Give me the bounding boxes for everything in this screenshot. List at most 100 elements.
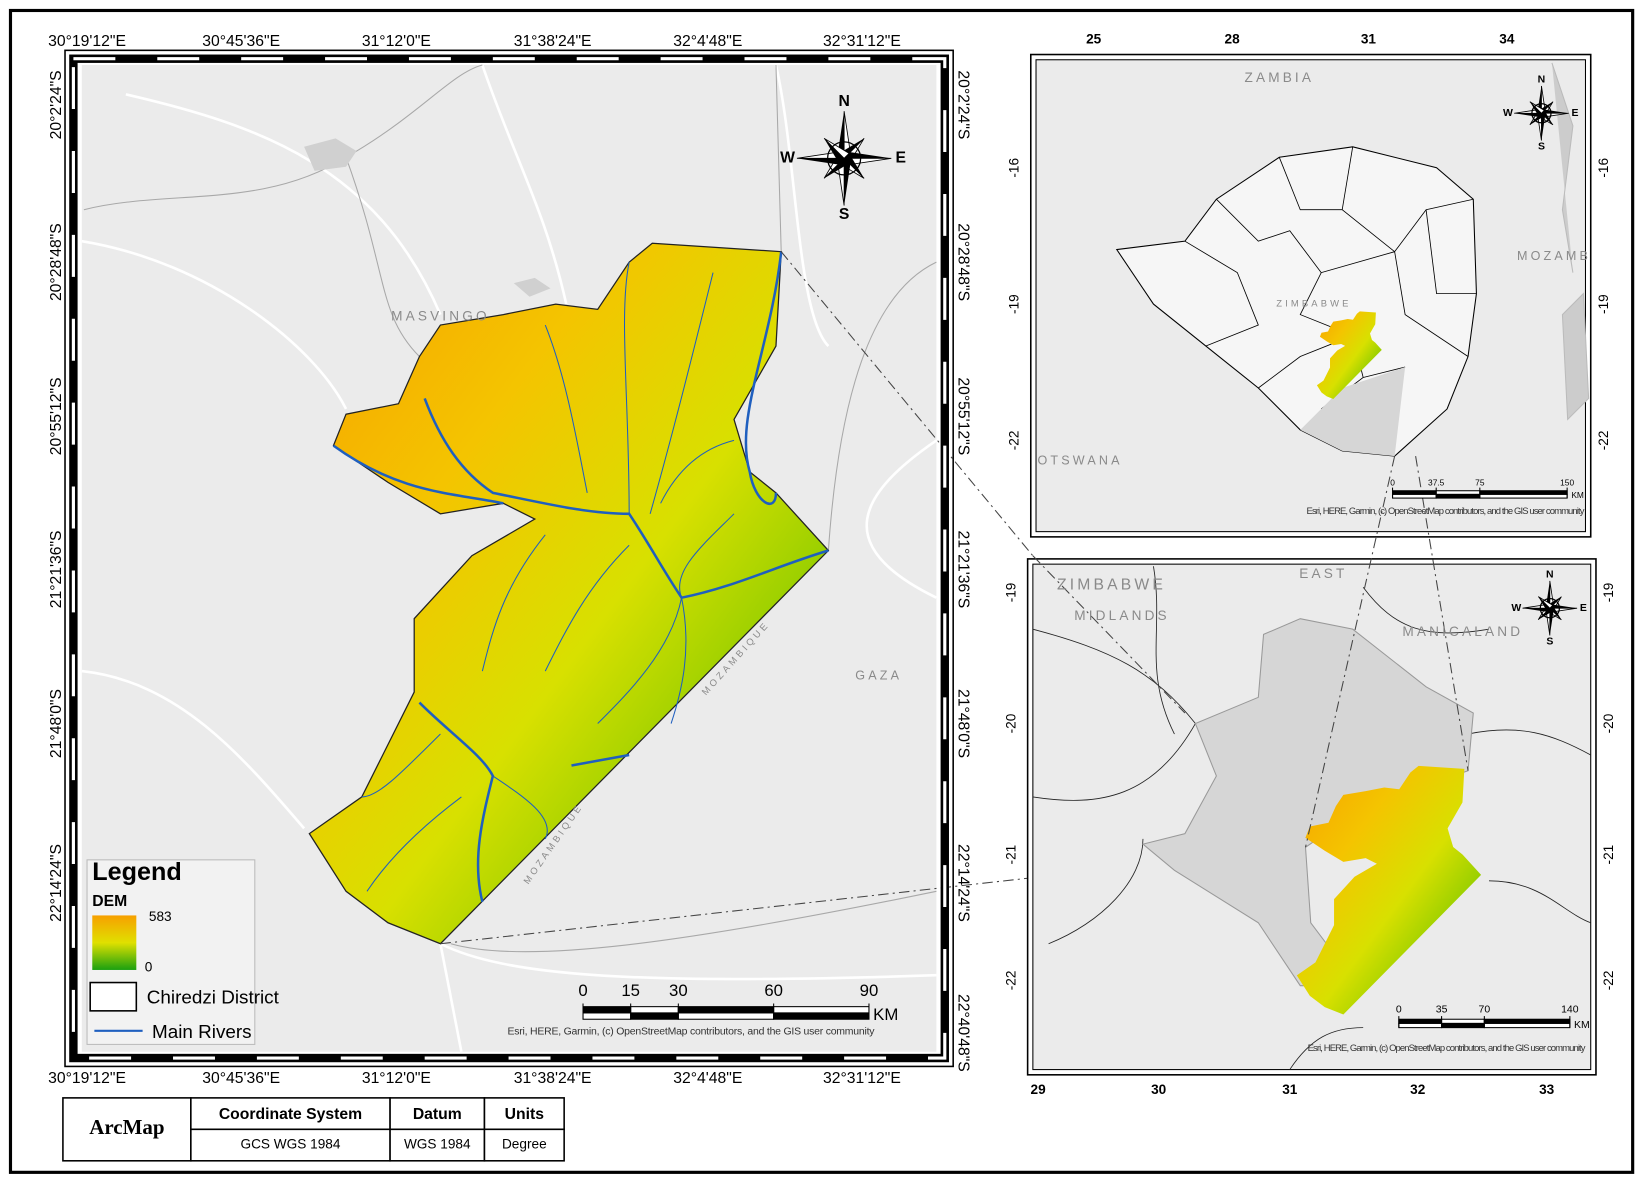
scale-segment (582, 1012, 632, 1020)
scale-unit: KM (1574, 1020, 1590, 1031)
map-frame-outer (64, 49, 954, 1068)
lat-label: 22°40'48"S (954, 994, 971, 1072)
scale-unit: KM (873, 1005, 898, 1024)
attribution: Esri, HERE, Garmin, (c) OpenStreetMap co… (1308, 1042, 1586, 1053)
y-label: -19 (1601, 583, 1616, 603)
software-label: ArcMap (89, 1115, 164, 1139)
scale-segment (1398, 1022, 1443, 1029)
lat-label: 21°48'0"S (48, 689, 65, 758)
y-label: -22 (1596, 431, 1611, 451)
lon-label: 31°12'0"E (362, 33, 431, 50)
y-label: -22 (1003, 971, 1018, 991)
scale-label: 15 (621, 981, 640, 1000)
y-label: -20 (1003, 713, 1018, 733)
y-label: -19 (1596, 294, 1611, 314)
table-header: Datum (413, 1106, 462, 1123)
x-label: 29 (1031, 1082, 1047, 1097)
scale-segment (1392, 493, 1437, 499)
lat-label: 21°48'0"S (954, 689, 971, 758)
place-label: ZIMBABWE (1057, 576, 1166, 593)
province-highlight (1300, 367, 1406, 457)
y-label: -21 (1003, 845, 1018, 865)
scale-segment (677, 1006, 775, 1014)
scale-label: 35 (1436, 1005, 1448, 1016)
rivers (332, 251, 829, 903)
x-label: 33 (1539, 1082, 1555, 1097)
compass-w: W (1511, 603, 1521, 614)
compass-e: E (896, 149, 906, 166)
compass-e: E (1580, 603, 1587, 614)
x-label: 25 (1086, 31, 1102, 46)
x-label: 31 (1361, 31, 1377, 46)
lon-label: 31°12'0"E (362, 1070, 431, 1087)
scale-label: 140 (1561, 1005, 1579, 1016)
scale-label: 150 (1560, 477, 1574, 487)
lat-label: 20°55'12"S (954, 377, 971, 455)
scale-segment (1435, 493, 1481, 499)
scale-segment (1479, 490, 1568, 495)
compass-w: W (1503, 108, 1513, 119)
lat-label: 20°28'48"S (954, 223, 971, 301)
place-label: GAZA (855, 669, 902, 683)
connector (1032, 555, 1186, 714)
scale-label: 90 (860, 981, 879, 1000)
scale-label: 30 (669, 981, 688, 1000)
scale-segment (1479, 493, 1568, 499)
place-label: OTSWANA (1037, 454, 1122, 468)
y-label: -20 (1601, 713, 1616, 733)
compass-e: E (1572, 108, 1579, 119)
scale-segment (630, 1006, 679, 1014)
lon-label: 32°4'48"E (673, 1070, 742, 1087)
scale-segment (1441, 1018, 1485, 1024)
scale-segment (1398, 1018, 1443, 1024)
compass-w: W (780, 149, 795, 166)
legend-dem-min: 0 (145, 959, 153, 974)
compass-n: N (838, 93, 849, 110)
place-label: ZIMBABWE (1276, 298, 1351, 309)
lat-label: 20°28'48"S (48, 223, 65, 301)
map-frame-ticks (71, 57, 947, 1060)
district-boundaries (1184, 146, 1477, 410)
compass-s: S (1546, 637, 1553, 648)
lon-label: 32°31'12"E (823, 1070, 901, 1087)
scale-unit: KM (1571, 490, 1584, 500)
lon-label: 31°38'24"E (514, 1070, 592, 1087)
lat-label: 20°2'24"S (48, 70, 65, 139)
north-arrow (1522, 580, 1578, 636)
lon-label: 32°31'12"E (823, 33, 901, 50)
scale-label: 70 (1479, 1005, 1491, 1016)
scale-segment (1435, 490, 1481, 495)
lat-label: 20°2'24"S (954, 70, 971, 139)
table-cell: Degree (502, 1137, 547, 1152)
place-label: MANICALAND (1402, 624, 1523, 639)
legend-rivers: Main Rivers (152, 1021, 252, 1042)
table-cell: WGS 1984 (404, 1137, 471, 1152)
y-label: -16 (1007, 158, 1022, 178)
lat-label: 21°21'36"S (954, 530, 971, 608)
x-label: 34 (1499, 31, 1515, 46)
lon-label: 30°19'12"E (48, 1070, 126, 1087)
scale-label: 37.5 (1428, 477, 1445, 487)
compass-n: N (1538, 74, 1546, 85)
attribution: Esri, HERE, Garmin, (c) OpenStreetMap co… (1307, 505, 1585, 516)
y-label: -21 (1601, 845, 1616, 865)
scale-segment (677, 1012, 775, 1020)
scale-segment (1483, 1022, 1571, 1029)
legend-title: Legend (92, 858, 181, 886)
inset-top-lake (1551, 62, 1590, 421)
compass-s: S (839, 206, 849, 223)
north-arrow (1514, 85, 1569, 141)
scale-label: 0 (1396, 1005, 1402, 1016)
y-label: -22 (1007, 431, 1022, 451)
inset-bottom-boundaries (1032, 566, 1591, 1070)
table-header: Units (505, 1106, 545, 1123)
lat-label: 22°14'24"S (954, 844, 971, 922)
table-cell: GCS WGS 1984 (240, 1137, 340, 1152)
place-label: MIDLANDS (1074, 608, 1170, 623)
lon-label: 30°19'12"E (48, 33, 126, 50)
scale-segment (630, 1012, 679, 1020)
y-label: -16 (1596, 158, 1611, 178)
connector (1304, 456, 1396, 848)
x-label: 31 (1282, 1082, 1298, 1097)
